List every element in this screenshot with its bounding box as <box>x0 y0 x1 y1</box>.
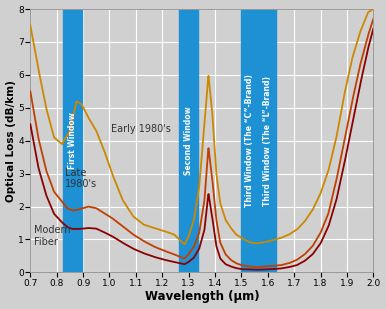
Text: Second Window: Second Window <box>184 106 193 175</box>
X-axis label: Wavelength (μm): Wavelength (μm) <box>144 290 259 303</box>
Bar <box>63 9 82 273</box>
Bar <box>179 9 198 273</box>
Text: Third Window (The “C”-Brand): Third Window (The “C”-Brand) <box>245 74 254 207</box>
Text: Third Window (The “L”-Brand): Third Window (The “L”-Brand) <box>262 76 272 206</box>
Text: Modern
Fiber: Modern Fiber <box>34 225 71 247</box>
Bar <box>259 9 276 273</box>
Y-axis label: Optical Loss (dB/km): Optical Loss (dB/km) <box>5 80 15 202</box>
Text: First Window: First Window <box>68 112 77 169</box>
Text: Early 1980's: Early 1980's <box>111 124 171 134</box>
Text: Late
1980's: Late 1980's <box>64 168 97 189</box>
Bar <box>241 9 259 273</box>
